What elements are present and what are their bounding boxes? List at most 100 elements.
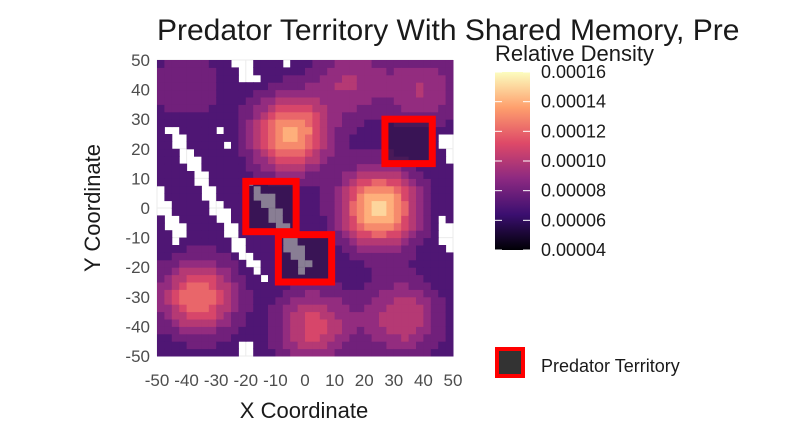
density-cell (356, 126, 365, 135)
density-cell (268, 348, 276, 357)
density-cell (201, 282, 210, 290)
density-cell (438, 333, 447, 342)
density-cell (164, 104, 173, 113)
density-cell (349, 252, 358, 261)
density-cell (445, 119, 454, 128)
density-cell (260, 148, 269, 157)
density-cell (305, 111, 313, 120)
density-cell (186, 274, 195, 283)
density-cell (223, 348, 232, 357)
density-cell (231, 104, 239, 113)
density-cell (282, 304, 291, 313)
density-cell (445, 82, 454, 91)
density-cell (364, 230, 373, 239)
density-cell (327, 104, 336, 113)
density-cell (194, 134, 202, 142)
density-cell (238, 296, 247, 305)
density-cell (334, 111, 343, 120)
density-cell (297, 126, 306, 135)
density-cell (416, 89, 424, 98)
density-cell (364, 60, 373, 68)
density-cell (194, 185, 202, 194)
legend-label: Predator Territory (541, 356, 680, 376)
density-cell (260, 296, 269, 305)
density-cell (223, 289, 232, 298)
density-cell (349, 141, 358, 150)
density-cell (334, 74, 343, 83)
density-cell (371, 237, 380, 246)
density-cell (371, 74, 380, 83)
density-cell (216, 82, 225, 91)
density-cell (290, 104, 299, 113)
density-cell (268, 126, 276, 135)
density-cell (253, 304, 262, 313)
density-cell (371, 200, 380, 209)
density-cell (305, 326, 313, 335)
density-cell (208, 119, 217, 128)
density-cell (208, 126, 217, 135)
density-cell (356, 252, 365, 261)
density-cell (430, 171, 439, 179)
density-cell (386, 259, 395, 268)
density-cell (268, 60, 276, 68)
density-cell (408, 245, 417, 253)
density-cell (445, 60, 454, 68)
density-cell (216, 222, 225, 231)
density-cell (438, 282, 447, 290)
density-cell (401, 60, 410, 68)
y-tick-label: 50 (131, 51, 150, 70)
density-cell (275, 119, 284, 128)
density-cell (356, 141, 365, 150)
density-cell (297, 67, 306, 76)
density-cell (231, 141, 239, 150)
density-cell (401, 200, 410, 209)
density-cell (386, 171, 395, 179)
density-cell (371, 274, 380, 283)
density-cell (231, 111, 239, 120)
density-cell (342, 156, 350, 165)
density-cell (290, 319, 299, 327)
density-cell (319, 119, 328, 128)
density-cell (194, 111, 202, 120)
density-cell (408, 230, 417, 239)
density-cell (416, 259, 424, 268)
density-cell (238, 311, 247, 320)
density-cell (171, 200, 180, 209)
density-cell (186, 348, 195, 357)
density-cell (416, 193, 424, 202)
density-cell (275, 67, 284, 76)
density-cell (319, 89, 328, 98)
density-cell (349, 274, 358, 283)
density-cell (290, 67, 299, 76)
density-cell (393, 348, 402, 357)
density-cell (430, 326, 439, 335)
density-cell (260, 282, 269, 290)
density-cell (157, 341, 165, 350)
density-cell (401, 311, 410, 320)
density-cell (319, 215, 328, 224)
density-cell (253, 89, 262, 98)
x-tick-label: -50 (145, 371, 170, 390)
density-cell (275, 319, 284, 327)
density-cell (164, 289, 173, 298)
density-cell (157, 67, 165, 76)
density-cell (401, 282, 410, 290)
density-cell (231, 119, 239, 128)
colorbar-tick-label: 0.00008 (541, 181, 606, 201)
density-cell (430, 267, 439, 276)
density-cell (201, 245, 210, 253)
density-cell (157, 348, 165, 357)
density-cell (223, 163, 232, 172)
density-cell (282, 134, 291, 142)
density-cell (356, 148, 365, 157)
density-cell (445, 200, 454, 209)
density-cell (268, 156, 276, 165)
density-cell (393, 230, 402, 239)
density-cell (416, 185, 424, 194)
density-cell (327, 200, 336, 209)
density-cell (260, 74, 269, 83)
density-cell (364, 289, 373, 298)
density-cell (334, 104, 343, 113)
density-cell (393, 296, 402, 305)
density-cell (371, 178, 380, 187)
